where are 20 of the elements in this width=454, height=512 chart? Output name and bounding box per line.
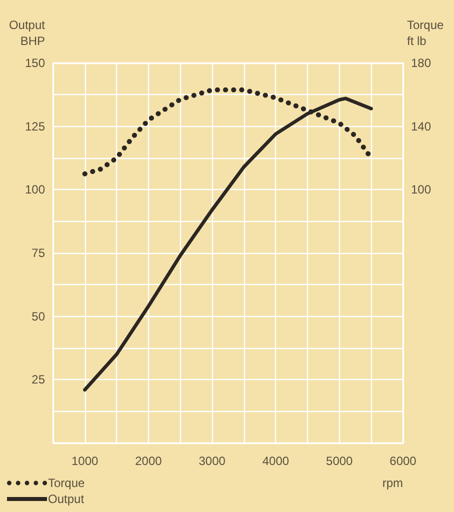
x-tick-label: 3000 [198,454,226,468]
legend-label: Torque [48,476,86,490]
x-tick-label: 4000 [262,454,290,468]
x-tick-label: 5000 [326,454,354,468]
y-tick-label: 75 [32,246,46,260]
y-tick-label: 150 [24,56,46,70]
y2-tick-label: 100 [411,182,432,197]
y-tick-label: 100 [24,182,46,197]
y2-axis-title: Torque ft lb [407,18,444,48]
x-axis-title: rpm [382,476,403,490]
y-axis-title: Output BHP [8,18,46,48]
legend-label: Output [48,492,85,506]
y-tick-label: 50 [32,309,46,324]
y2-tick-label: 180 [411,56,432,70]
x-tick-label: 6000 [390,454,417,468]
y2-tick-label: 140 [411,119,432,134]
y-tick-label: 125 [24,119,46,134]
x-tick-label: 1000 [71,454,98,468]
x-tick-label: 2000 [135,454,162,468]
y-tick-label: 25 [32,372,46,387]
